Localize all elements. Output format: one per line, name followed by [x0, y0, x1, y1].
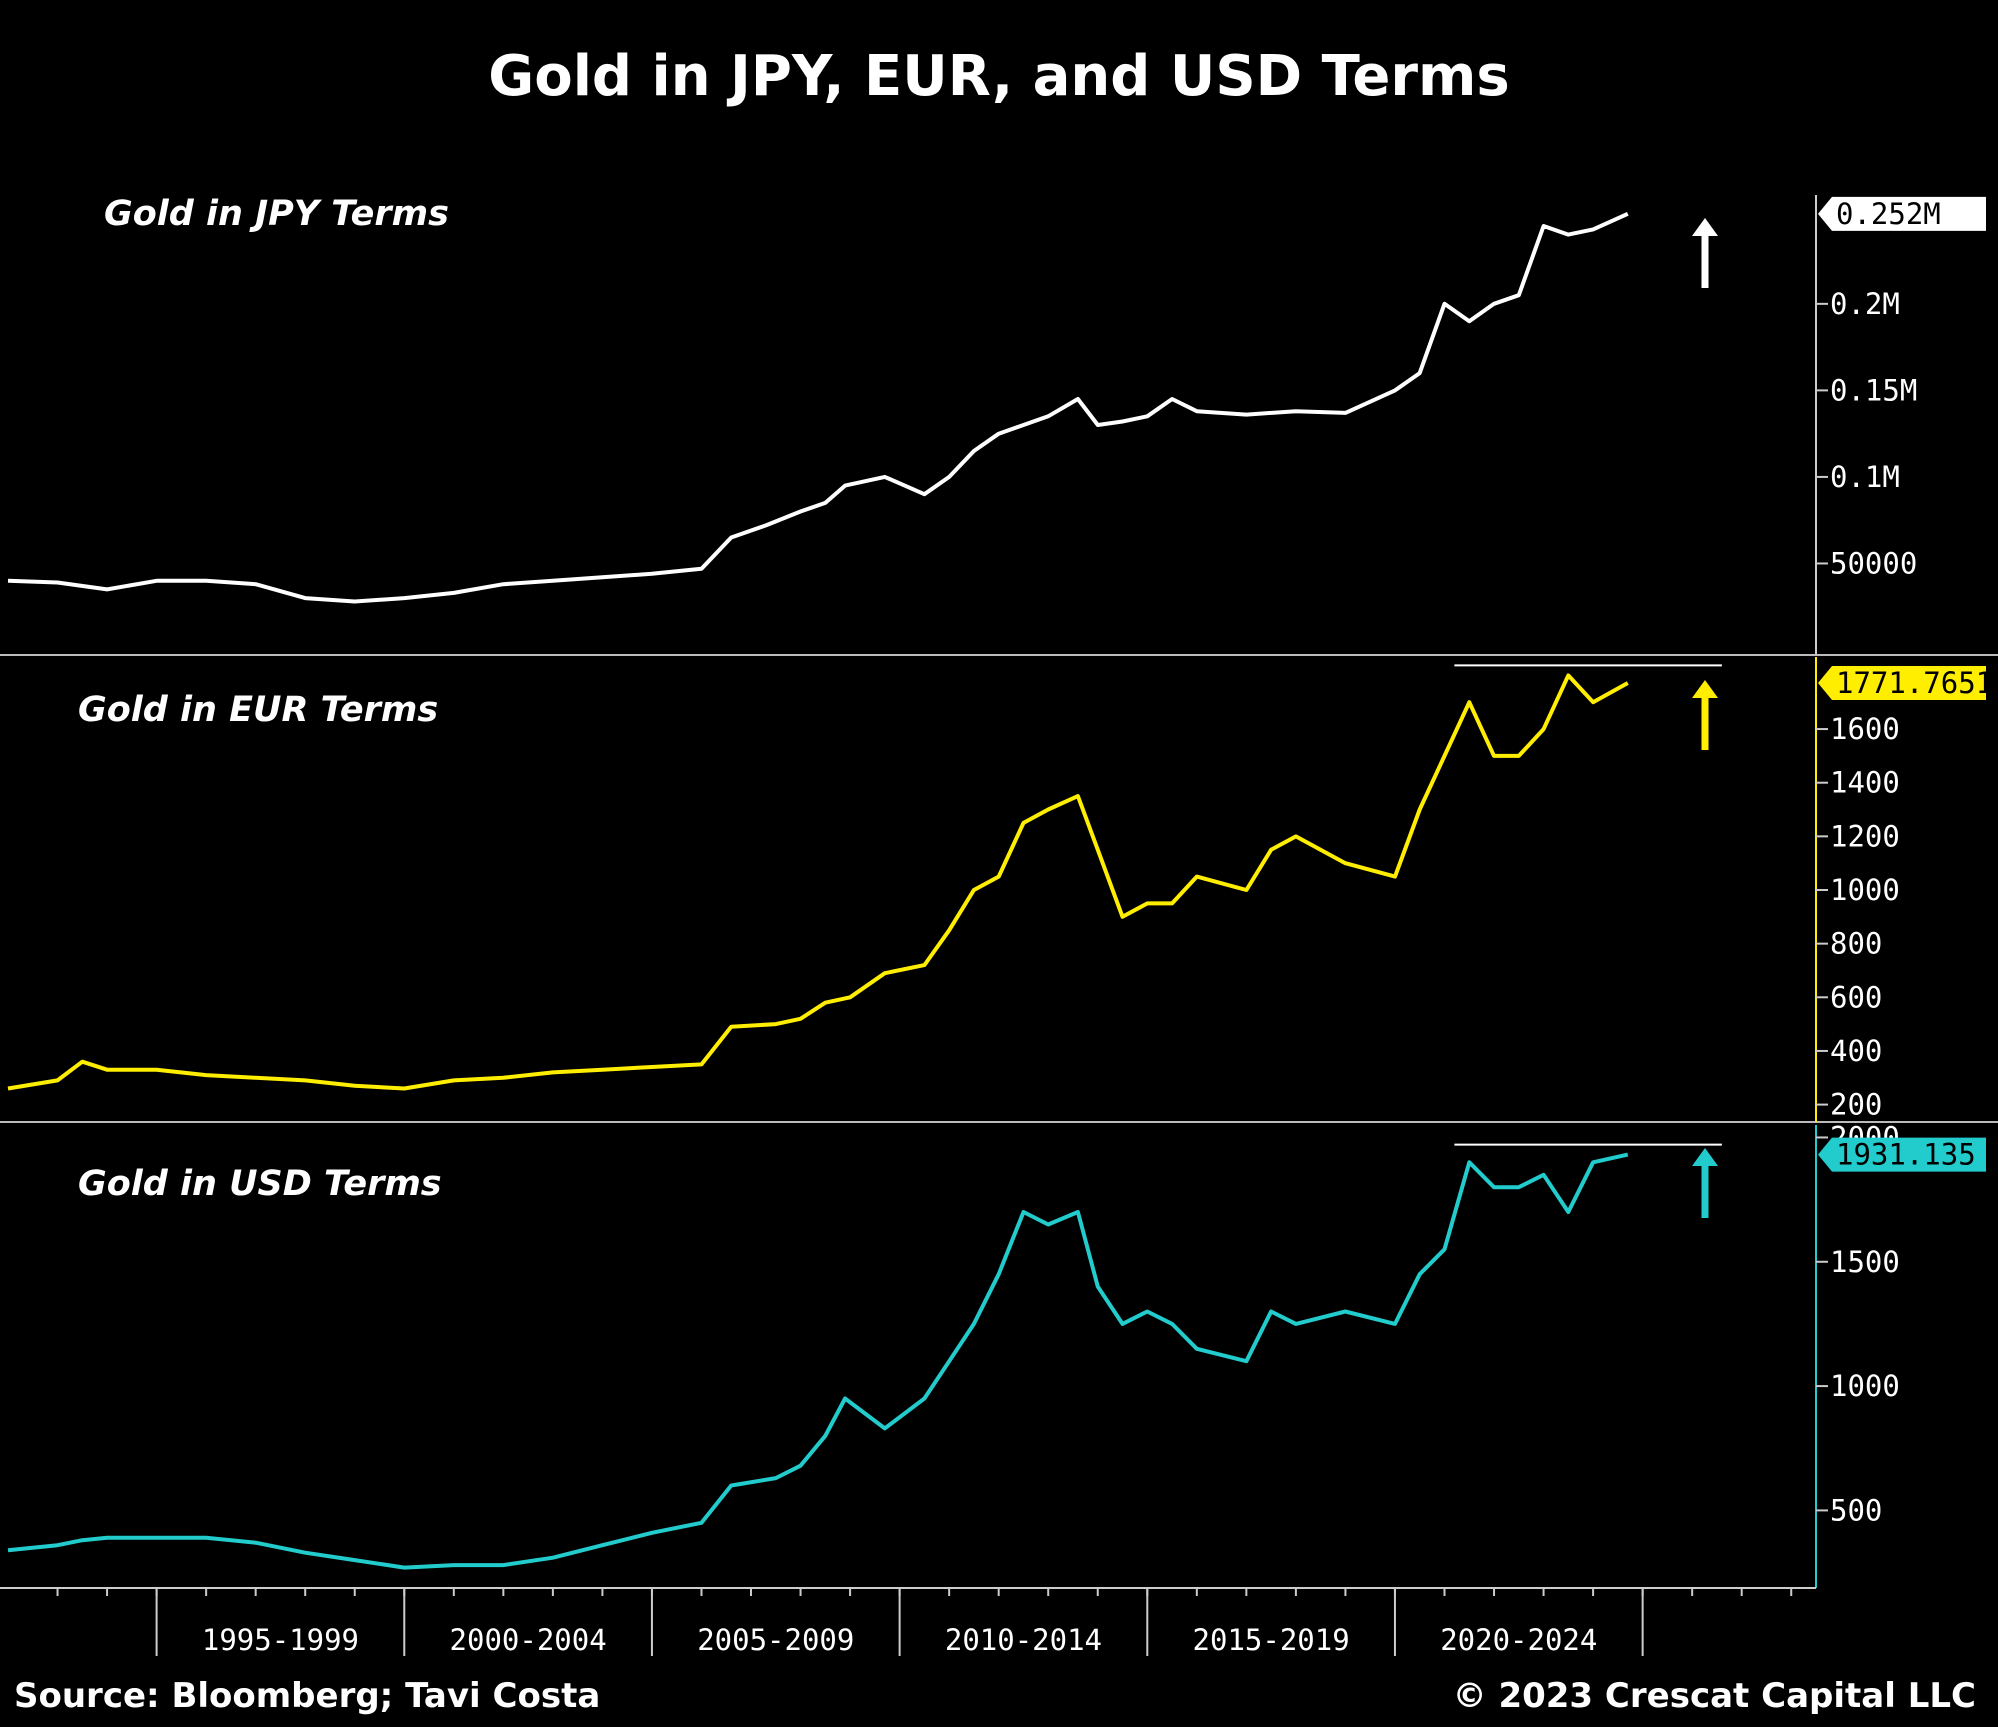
x-tick-label: 2000-2004: [450, 1623, 607, 1657]
up-arrow-icon: [1692, 680, 1718, 750]
arrow-head: [1692, 218, 1718, 236]
x-tick-label: 2010-2014: [945, 1623, 1102, 1657]
panel-1: 200 400 600 800 1000 1200 1400 1600 1771.7651: [0, 657, 1998, 1123]
y-tick-label: 50000: [1830, 546, 1917, 580]
last-value-badge: 0.252M: [1818, 196, 1986, 231]
y-tick-label: 600: [1830, 980, 1882, 1014]
x-tick-label: 2015-2019: [1193, 1623, 1350, 1657]
panel-0: 50000 0.1M 0.15M 0.2M 0.252M: [0, 195, 1998, 656]
badge-label: 1771.7651: [1836, 666, 1993, 700]
series-line-0: [7, 211, 1629, 604]
footer-copyright: © 2023 Crescat Capital LLC: [1452, 1676, 1976, 1716]
last-value-badge: 1931.135: [1818, 1137, 1986, 1172]
y-tick-label: 500: [1830, 1493, 1882, 1527]
y-tick-label: 0.15M: [1830, 373, 1917, 407]
panel-title-usd: Gold in USD Terms: [78, 1164, 442, 1204]
badge-bg: [1818, 196, 1986, 231]
up-arrow-icon: [1692, 218, 1718, 288]
chart-title: Gold in JPY, EUR, and USD Terms: [488, 44, 1510, 109]
badge-label: 1931.135: [1836, 1138, 1976, 1172]
badge-bg: [1818, 1137, 1986, 1172]
y-tick-label: 800: [1830, 927, 1882, 961]
x-tick-label: 2020-2024: [1440, 1623, 1597, 1657]
y-tick-label: 1200: [1830, 819, 1900, 853]
badge-label: 0.252M: [1836, 197, 1941, 231]
y-tick-label: 1400: [1830, 766, 1900, 800]
up-arrow-icon: [1692, 1148, 1718, 1218]
y-tick-label: 1600: [1830, 712, 1900, 746]
arrow-head: [1692, 1148, 1718, 1166]
y-tick-label: 0.2M: [1830, 287, 1900, 321]
series-line-1: [7, 673, 1629, 1091]
y-tick-label: 400: [1830, 1034, 1882, 1068]
x-tick-label: 2005-2009: [697, 1623, 854, 1657]
footer-source: Source: Bloomberg; Tavi Costa: [14, 1676, 601, 1716]
y-tick-label: 200: [1830, 1088, 1882, 1122]
y-tick-label: 1000: [1830, 1369, 1900, 1403]
panel-title-eur: Gold in EUR Terms: [78, 690, 439, 730]
panel-title-jpy: Gold in JPY Terms: [104, 194, 449, 234]
y-tick-label: 1000: [1830, 873, 1900, 907]
last-value-badge: 1771.7651: [1818, 665, 1993, 700]
x-tick-label: 1995-1999: [202, 1623, 359, 1657]
arrow-head: [1692, 680, 1718, 698]
badge-bg: [1818, 665, 1986, 700]
y-tick-label: 0.1M: [1830, 460, 1900, 494]
y-tick-label: 1500: [1830, 1245, 1900, 1279]
series-line-2: [7, 1152, 1629, 1570]
